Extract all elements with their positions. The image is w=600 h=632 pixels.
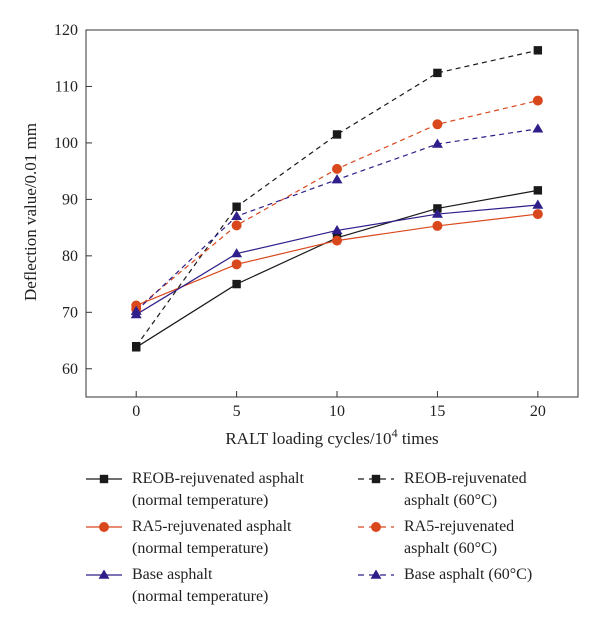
series-5-point: [532, 199, 544, 209]
series-4-point: [532, 95, 543, 106]
y-axis-title: Deflection value/0.01 mm: [21, 123, 40, 301]
legend: REOB-rejuvenated asphalt (normal temperat…: [84, 468, 584, 618]
legend-swatch: [358, 569, 394, 579]
legend-marker: [371, 474, 381, 484]
chart: 60 70 80 90 100 110 120 0 5 10 15 20 Deflection val…: [21, 22, 579, 448]
legend-swatch: [358, 474, 394, 484]
series-3-point: [231, 259, 242, 270]
series-2-point: [533, 46, 543, 55]
series-1-point: [433, 204, 442, 213]
legend-item: Base asphalt (normal temperature): [84, 564, 268, 608]
series-1-point: [533, 186, 543, 195]
y-tick-label: 100: [54, 135, 78, 152]
legend-label: RA5-rejuvenated asphalt (60°C): [404, 518, 515, 557]
series-2-point: [132, 341, 141, 351]
legend-marker: [371, 522, 381, 532]
series-6-line: [135, 128, 538, 312]
legend-marker: [99, 522, 109, 532]
legend-item: RA5-rejuvenated asphalt (60°C): [356, 516, 514, 560]
series-5-point: [331, 224, 343, 235]
plot-frame: [85, 29, 579, 398]
legend-label: RA5-rejuvenated asphalt (normal temperatu…: [132, 518, 292, 557]
x-axis-title: RALT loading cycles/104 times: [225, 426, 438, 448]
series-2-point: [433, 68, 442, 78]
legend-marker: [99, 474, 109, 484]
series-5-point: [431, 208, 443, 218]
series-markers: [130, 46, 544, 352]
series-2-line: [135, 49, 538, 347]
y-tick-label: 80: [62, 248, 78, 265]
y-tick-label: 110: [55, 78, 78, 95]
series-4-point: [231, 220, 242, 231]
legend-swatch: [86, 569, 122, 579]
y-tick-label: 60: [62, 361, 78, 378]
series-2-point: [232, 202, 241, 211]
x-tick-label: 15: [429, 403, 445, 420]
x-tick-label: 20: [530, 403, 546, 420]
legend-label: Base asphalt (normal temperature): [132, 566, 269, 605]
legend-marker: [98, 569, 110, 579]
x-tick-label: 5: [233, 403, 241, 420]
series-6-point: [431, 138, 443, 148]
series-3-point: [432, 220, 443, 231]
series-6-point: [231, 210, 243, 221]
y-tick-label: 90: [62, 191, 78, 208]
series-6-point: [331, 174, 343, 184]
series-1-line: [135, 189, 538, 348]
legend-item: REOB-rejuvenated asphalt (normal temperat…: [84, 468, 304, 512]
series-3-point: [532, 209, 543, 220]
series-1-point: [232, 279, 241, 289]
series-2-point: [332, 130, 342, 139]
legend-item: Base asphalt (60°C): [356, 564, 532, 586]
series-5-point: [231, 248, 243, 258]
series-3-point: [332, 235, 343, 246]
legend-marker: [370, 569, 382, 579]
x-tick-label: 0: [132, 403, 140, 420]
series-6-point: [532, 123, 544, 133]
y-tick-label: 70: [62, 304, 78, 321]
series-4-point: [332, 163, 343, 174]
legend-label: REOB-rejuvenated asphalt (60°C): [404, 470, 527, 509]
legend-swatch: [358, 522, 394, 532]
x-tick-label: 10: [329, 403, 345, 420]
axes: 60 70 80 90 100 110 120 0 5 10 15 20: [54, 22, 579, 420]
legend-item: REOB-rejuvenated asphalt (60°C): [356, 468, 527, 512]
legend-swatch: [86, 474, 122, 484]
legend-item: RA5-rejuvenated asphalt (normal temperatu…: [84, 516, 292, 560]
y-tick-label: 120: [54, 22, 78, 39]
series-4-point: [432, 119, 443, 130]
series-6-point: [130, 305, 142, 315]
legend-label: REOB-rejuvenated asphalt (normal temperat…: [132, 470, 304, 509]
legend-swatch: [86, 522, 122, 532]
legend-label: Base asphalt (60°C): [404, 566, 533, 583]
series-lines: [135, 49, 538, 348]
